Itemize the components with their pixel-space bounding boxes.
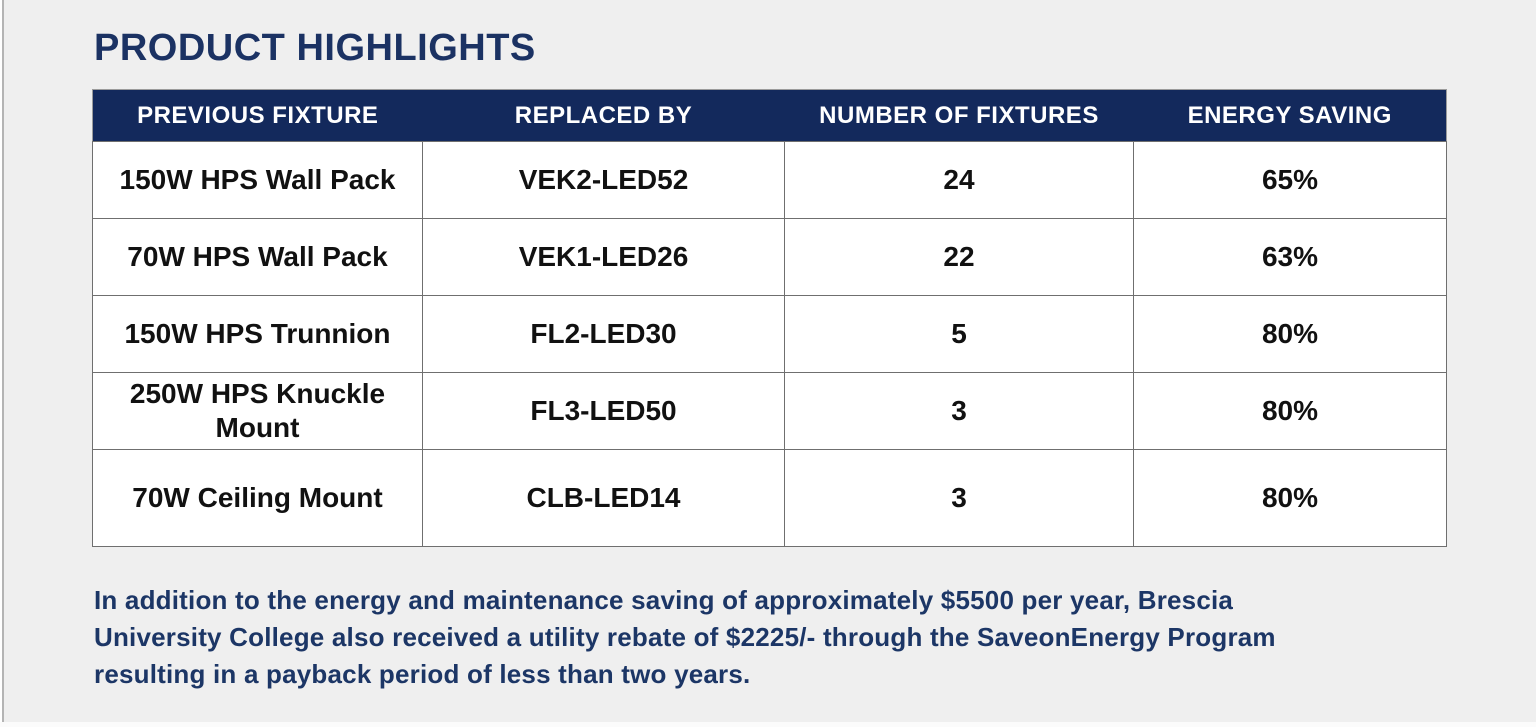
col-header-energy-saving: ENERGY SAVING [1133, 89, 1447, 142]
cell-previous-fixture: 150W HPS Wall Pack [92, 141, 423, 219]
col-header-replaced-by: REPLACED BY [422, 89, 785, 142]
table-row: 70W HPS Wall Pack VEK1-LED26 22 63% [92, 218, 1447, 296]
savings-summary-paragraph: In addition to the energy and maintenanc… [94, 585, 1276, 689]
cell-replaced-by: FL2-LED30 [422, 295, 785, 373]
cell-number-of-fixtures: 5 [784, 295, 1134, 373]
cell-replaced-by: VEK2-LED52 [422, 141, 785, 219]
table-row: 150W HPS Wall Pack VEK2-LED52 24 65% [92, 141, 1447, 219]
cell-energy-saving: 80% [1133, 449, 1447, 547]
page-title: PRODUCT HIGHLIGHTS [94, 27, 536, 69]
cell-replaced-by: VEK1-LED26 [422, 218, 785, 296]
cell-number-of-fixtures: 22 [784, 218, 1134, 296]
col-header-previous-fixture: PREVIOUS FIXTURE [92, 89, 423, 142]
cell-number-of-fixtures: 3 [784, 449, 1134, 547]
cell-number-of-fixtures: 3 [784, 372, 1134, 450]
cell-previous-fixture: 250W HPS Knuckle Mount [92, 372, 423, 450]
cell-energy-saving: 63% [1133, 218, 1447, 296]
cell-energy-saving: 65% [1133, 141, 1447, 219]
table-header-row: PREVIOUS FIXTURE REPLACED BY NUMBER OF F… [92, 89, 1447, 142]
cell-previous-fixture: 150W HPS Trunnion [92, 295, 423, 373]
col-header-number-of-fixtures: NUMBER OF FIXTURES [784, 89, 1134, 142]
page-edge-highlight [0, 0, 2, 727]
page-bottom-edge [0, 722, 1536, 727]
page-content: PRODUCT HIGHLIGHTS PREVIOUS FIXTURE REPL… [92, 26, 1447, 693]
cell-number-of-fixtures: 24 [784, 141, 1134, 219]
product-highlights-table: PREVIOUS FIXTURE REPLACED BY NUMBER OF F… [92, 89, 1447, 547]
table-row: 150W HPS Trunnion FL2-LED30 5 80% [92, 295, 1447, 373]
cell-replaced-by: CLB-LED14 [422, 449, 785, 547]
table-row: 250W HPS Knuckle Mount FL3-LED50 3 80% [92, 372, 1447, 450]
table-row: 70W Ceiling Mount CLB-LED14 3 80% [92, 449, 1447, 547]
cell-energy-saving: 80% [1133, 295, 1447, 373]
cell-energy-saving: 80% [1133, 372, 1447, 450]
cell-replaced-by: FL3-LED50 [422, 372, 785, 450]
cell-previous-fixture: 70W Ceiling Mount [92, 449, 423, 547]
cell-previous-fixture: 70W HPS Wall Pack [92, 218, 423, 296]
page-left-edge-divider [2, 0, 4, 727]
